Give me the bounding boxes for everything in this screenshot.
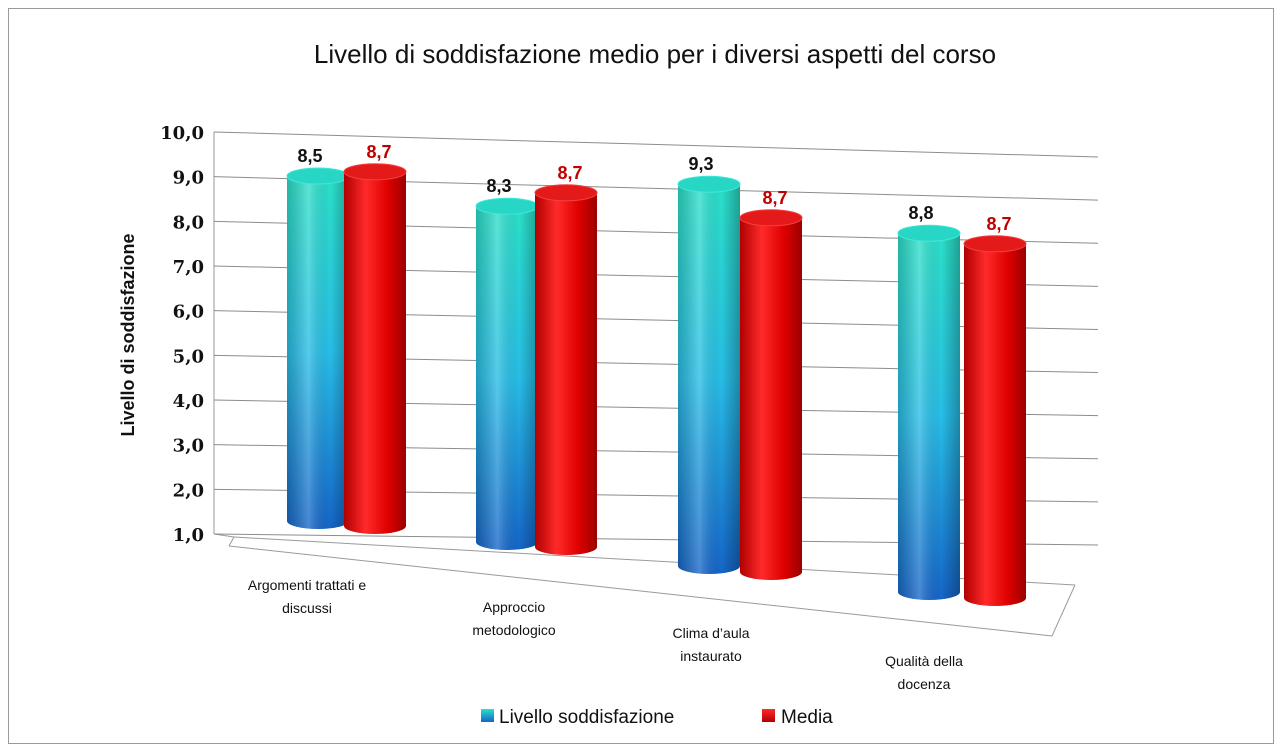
- bar-top: [475, 197, 539, 215]
- bar-livello: [897, 224, 961, 600]
- category-label-line: Approccio: [483, 599, 545, 615]
- bar-top: [897, 224, 961, 242]
- data-label-livello: 8,5: [297, 146, 322, 166]
- legend-label-media: Media: [781, 707, 833, 728]
- bar-body: [344, 171, 406, 535]
- bar-top: [534, 184, 598, 202]
- bar-media: [739, 209, 803, 581]
- bar-livello: [677, 175, 741, 574]
- y-tick-label: 6,0: [173, 302, 204, 323]
- category-label-line: Clima d’aula: [672, 625, 749, 641]
- bar-top: [343, 163, 407, 181]
- gridline: [213, 131, 1099, 158]
- y-tick-label: 3,0: [173, 436, 204, 457]
- legend-swatch-livello: [481, 709, 494, 722]
- y-tick-label: 5,0: [173, 346, 204, 367]
- legend-swatch-media: [762, 709, 775, 722]
- bar-media: [534, 184, 598, 556]
- bar-body: [740, 217, 802, 581]
- y-tick-label: 9,0: [173, 168, 204, 189]
- data-label-media: 8,7: [762, 188, 787, 208]
- bar-livello: [286, 167, 350, 529]
- bar-shading: [898, 233, 960, 600]
- category-label-line: Argomenti trattati e: [248, 577, 366, 593]
- category-label: Approccio metodologico: [472, 599, 555, 638]
- category-label-line: Qualità della: [885, 653, 963, 669]
- bar-media: [963, 235, 1027, 607]
- chart-frame: [8, 8, 1274, 744]
- data-label-livello: 9,3: [688, 154, 713, 174]
- category-label: Argomenti trattati e discussi: [248, 577, 366, 616]
- legend-label-livello: Livello soddisfazione: [499, 707, 674, 728]
- bar-livello: [475, 197, 539, 550]
- y-tick-label: 7,0: [173, 257, 204, 278]
- bar-top: [963, 235, 1027, 253]
- bar-shading: [678, 184, 740, 574]
- y-tick-label: 1,0: [173, 525, 204, 546]
- data-label-media: 8,7: [557, 163, 582, 183]
- bar-shading: [287, 176, 349, 529]
- chart-title: Livello di soddisfazione medio per i div…: [314, 39, 996, 69]
- bar-shading: [476, 206, 538, 550]
- data-label-livello: 8,8: [908, 203, 933, 223]
- y-tick-label: 10,0: [160, 123, 204, 144]
- data-label-livello: 8,3: [486, 176, 511, 196]
- category-label: Clima d’aula instaurato: [672, 625, 749, 664]
- bar-top: [677, 175, 741, 193]
- bar-body: [964, 243, 1026, 607]
- data-label-media: 8,7: [366, 142, 391, 162]
- category-label-line: metodologico: [472, 622, 555, 638]
- category-label-line: discussi: [282, 600, 332, 616]
- y-tick-label: 2,0: [173, 480, 204, 501]
- bar-body: [535, 192, 597, 556]
- category-label-line: docenza: [898, 676, 951, 692]
- category-label: Qualità della docenza: [885, 653, 963, 692]
- category-label-line: instaurato: [680, 648, 742, 664]
- floor-bottom-edge: [228, 545, 1053, 637]
- data-label-media: 8,7: [986, 214, 1011, 234]
- y-axis-label: Livello di soddisfazione: [118, 233, 138, 436]
- legend: Livello soddisfazione Media: [481, 707, 833, 728]
- floor-left-edge: [228, 536, 235, 547]
- bar-media: [343, 163, 407, 535]
- floor-right-edge: [1051, 584, 1076, 637]
- bar-top: [286, 167, 350, 185]
- y-tick-label: 8,0: [173, 212, 204, 233]
- y-tick-label: 4,0: [173, 391, 204, 412]
- bar-top: [739, 209, 803, 227]
